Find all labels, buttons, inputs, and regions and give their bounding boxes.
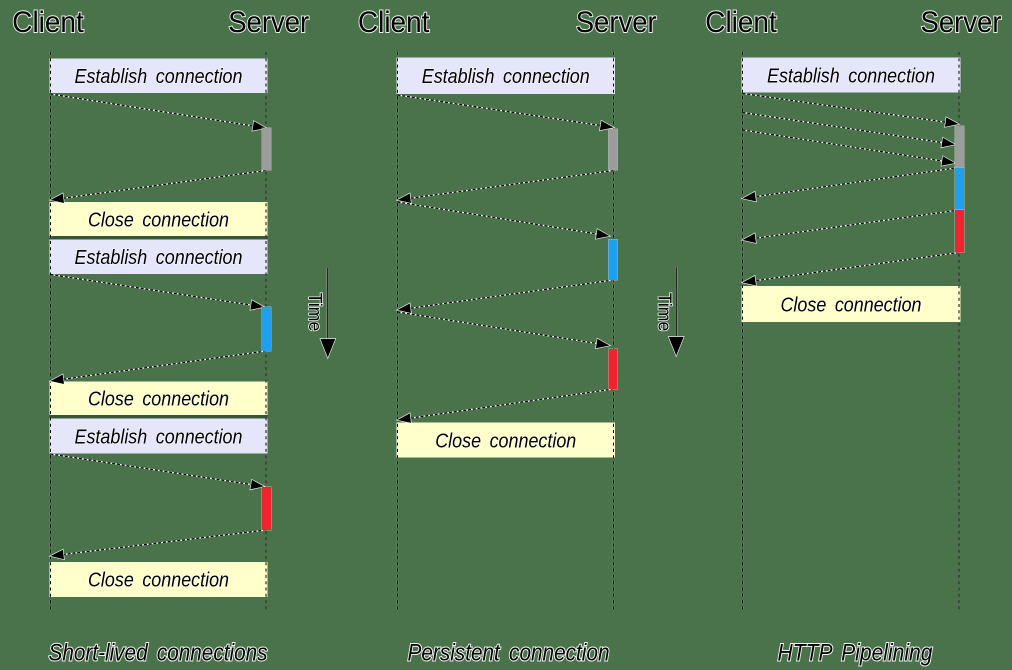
svg-text:Server: Server (228, 6, 309, 39)
svg-text:Client: Client (12, 6, 84, 39)
svg-text:HTTP Pipelining: HTTP Pipelining (778, 640, 934, 667)
svg-text:Client: Client (358, 6, 430, 39)
svg-text:Client: Client (705, 6, 777, 39)
svg-text:Close connection: Close connection (781, 294, 922, 316)
svg-text:Establish connection: Establish connection (75, 426, 243, 448)
svg-text:Establish connection: Establish connection (422, 66, 590, 88)
svg-text:Establish connection: Establish connection (767, 65, 935, 87)
svg-text:Close connection: Close connection (435, 430, 576, 452)
svg-text:Close connection: Close connection (88, 389, 229, 411)
svg-text:Close connection: Close connection (88, 209, 229, 231)
svg-text:Server: Server (921, 6, 1002, 39)
svg-text:Establish connection: Establish connection (75, 247, 243, 269)
svg-text:Time: Time (305, 293, 325, 332)
svg-text:Close connection: Close connection (88, 570, 229, 592)
svg-text:Server: Server (576, 6, 657, 39)
svg-text:Short-lived connections: Short-lived connections (49, 640, 268, 667)
svg-text:Persistent connection: Persistent connection (408, 640, 610, 667)
svg-text:Establish connection: Establish connection (75, 66, 243, 88)
svg-text:Time: Time (655, 293, 675, 332)
